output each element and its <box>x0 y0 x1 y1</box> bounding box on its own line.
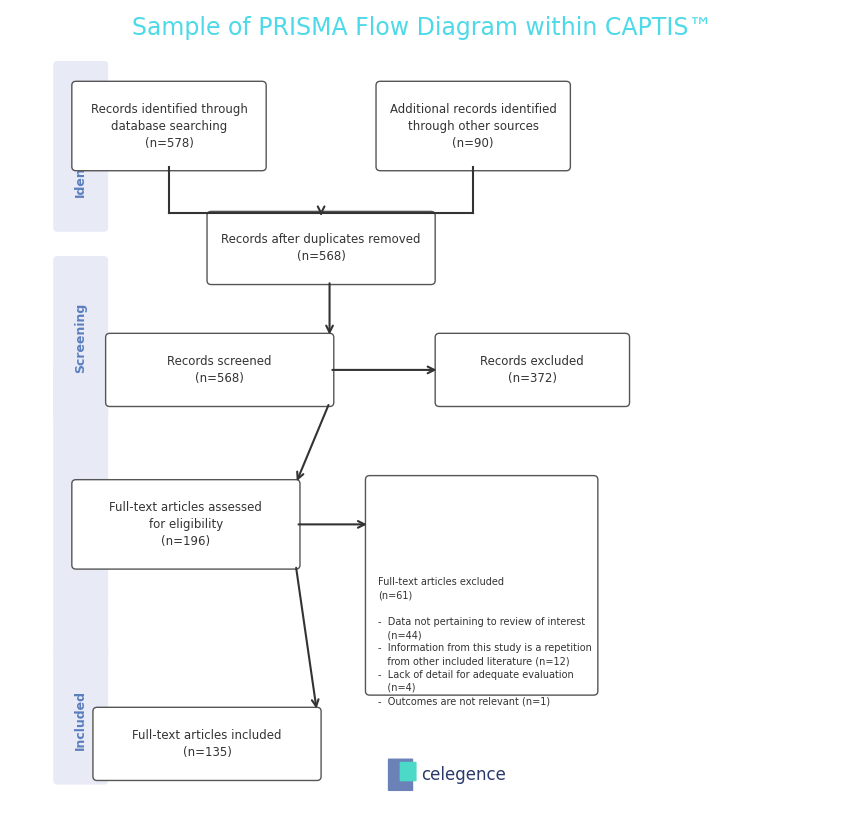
Text: Sample of PRISMA Flow Diagram within CAPTIS™: Sample of PRISMA Flow Diagram within CAP… <box>133 16 711 41</box>
FancyBboxPatch shape <box>106 333 333 406</box>
FancyBboxPatch shape <box>365 476 598 695</box>
FancyBboxPatch shape <box>53 646 108 785</box>
Text: Full-text articles excluded
(n=61)

-  Data not pertaining to review of interest: Full-text articles excluded (n=61) - Dat… <box>378 577 592 706</box>
Text: Identification: Identification <box>73 103 87 198</box>
FancyBboxPatch shape <box>387 759 413 791</box>
FancyBboxPatch shape <box>435 333 629 406</box>
Text: Records screened
(n=568): Records screened (n=568) <box>167 355 272 385</box>
FancyBboxPatch shape <box>53 256 108 419</box>
Text: Records excluded
(n=372): Records excluded (n=372) <box>480 355 583 385</box>
Text: Eligibility: Eligibility <box>73 480 87 545</box>
FancyBboxPatch shape <box>376 81 570 171</box>
Text: Screening: Screening <box>73 302 87 372</box>
FancyBboxPatch shape <box>93 707 321 780</box>
Text: Records after duplicates removed
(n=568): Records after duplicates removed (n=568) <box>221 233 420 263</box>
Text: Records identified through
database searching
(n=578): Records identified through database sear… <box>90 102 247 150</box>
FancyBboxPatch shape <box>53 362 108 654</box>
Text: celegence: celegence <box>420 766 505 784</box>
FancyBboxPatch shape <box>72 480 300 569</box>
Text: Included: Included <box>73 689 87 750</box>
FancyBboxPatch shape <box>53 61 108 232</box>
FancyBboxPatch shape <box>399 762 416 781</box>
Text: Full-text articles assessed
for eligibility
(n=196): Full-text articles assessed for eligibil… <box>110 501 262 548</box>
FancyBboxPatch shape <box>207 211 435 285</box>
FancyBboxPatch shape <box>72 81 266 171</box>
Text: Additional records identified
through other sources
(n=90): Additional records identified through ot… <box>389 102 556 150</box>
Text: Full-text articles included
(n=135): Full-text articles included (n=135) <box>133 729 281 759</box>
